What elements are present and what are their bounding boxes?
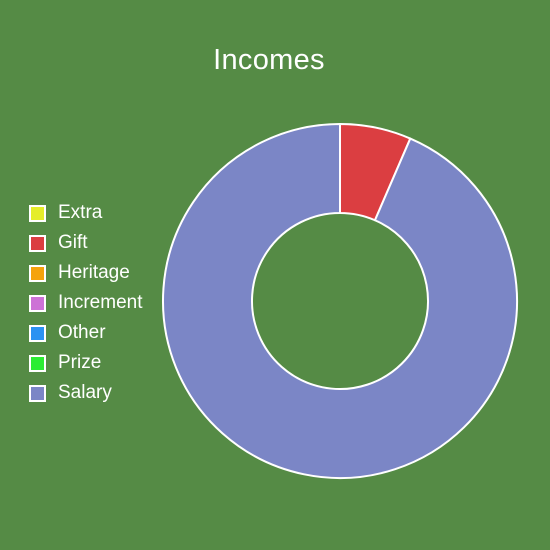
legend-swatch-salary bbox=[29, 384, 46, 402]
legend-label-prize: Prize bbox=[58, 352, 102, 373]
legend-label-salary: Salary bbox=[58, 382, 112, 403]
legend-swatch-increment bbox=[29, 294, 46, 312]
legend-label-heritage: Heritage bbox=[58, 262, 130, 283]
legend-item-increment[interactable]: Increment bbox=[29, 288, 142, 318]
legend-swatch-prize bbox=[29, 354, 46, 372]
legend-swatch-extra bbox=[29, 204, 46, 222]
legend-item-gift[interactable]: Gift bbox=[29, 228, 142, 258]
legend-item-prize[interactable]: Prize bbox=[29, 348, 142, 378]
legend-item-other[interactable]: Other bbox=[29, 318, 142, 348]
legend-swatch-gift bbox=[29, 234, 46, 252]
donut-slice-salary[interactable] bbox=[162, 123, 518, 479]
chart-title: Incomes bbox=[213, 44, 325, 76]
legend-label-extra: Extra bbox=[58, 202, 103, 223]
legend-label-other: Other bbox=[58, 322, 106, 343]
legend-item-extra[interactable]: Extra bbox=[29, 198, 142, 228]
legend-label-gift: Gift bbox=[58, 232, 88, 253]
legend-item-salary[interactable]: Salary bbox=[29, 378, 142, 408]
legend-swatch-other bbox=[29, 324, 46, 342]
legend-item-heritage[interactable]: Heritage bbox=[29, 258, 142, 288]
legend: Extra Gift Heritage Increment Other Prize Sala… bbox=[29, 198, 142, 408]
legend-label-increment: Increment bbox=[58, 292, 143, 313]
legend-swatch-heritage bbox=[29, 264, 46, 282]
